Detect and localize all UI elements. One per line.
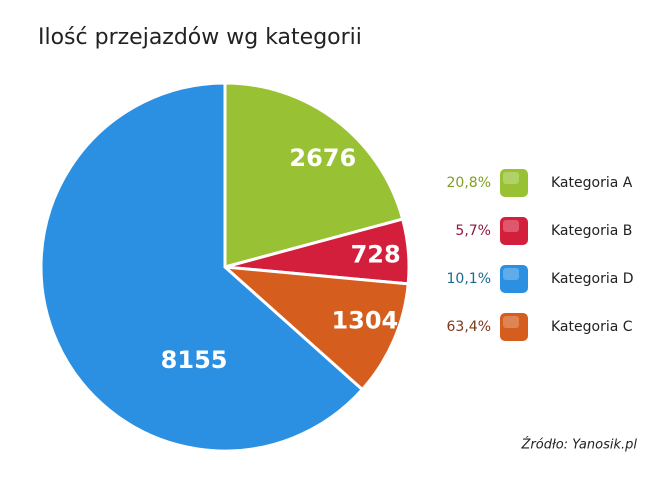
- legend-swatch-shine: [503, 316, 519, 328]
- legend-percent: 5,7%: [455, 223, 491, 239]
- chart-title: Ilość przejazdów wg kategorii: [38, 25, 362, 50]
- slice-label: 8155: [161, 346, 228, 374]
- slice-label: 2676: [289, 144, 356, 172]
- legend-percent: 20,8%: [447, 175, 491, 191]
- pie-slice: [220, 265, 410, 392]
- legend-swatch: [500, 217, 528, 245]
- legend-swatch: [500, 169, 528, 197]
- source: Źródło: Yanosik.pl: [521, 437, 638, 453]
- pie-slice: [39, 81, 365, 453]
- legend-name: Kategoria B: [551, 223, 632, 239]
- pie-slice: [223, 81, 405, 269]
- legend-swatch-shine: [503, 220, 519, 232]
- legend-name: Kategoria A: [551, 175, 633, 191]
- legend-name: Kategoria C: [551, 319, 633, 335]
- legend-swatch-shine: [503, 268, 519, 280]
- slice-label: 728: [351, 240, 401, 268]
- legend-swatch: [500, 265, 528, 293]
- legend-percent: 10,1%: [447, 271, 491, 287]
- legend-swatch: [500, 313, 528, 341]
- legend-name: Kategoria D: [551, 271, 634, 287]
- legend-swatch-shine: [503, 172, 519, 184]
- slice-label: 1304: [331, 306, 398, 334]
- legend-percent: 63,4%: [447, 319, 491, 335]
